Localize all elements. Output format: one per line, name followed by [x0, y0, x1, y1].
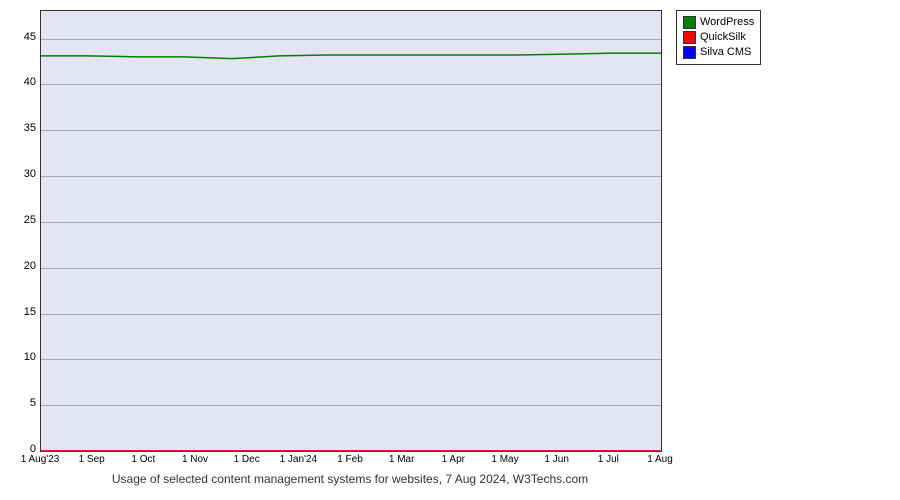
x-tick-label: 1 Apr: [442, 454, 465, 465]
y-tick-label: 5: [6, 397, 36, 409]
plot-area: [40, 10, 662, 452]
legend-swatch: [683, 16, 696, 29]
legend-item: QuickSilk: [683, 30, 754, 45]
chart-caption: Usage of selected content management sys…: [40, 472, 660, 486]
x-tick-label: 1 Feb: [337, 454, 363, 465]
legend-label: WordPress: [700, 15, 754, 30]
y-tick-label: 45: [6, 31, 36, 43]
y-tick-label: 20: [6, 260, 36, 272]
x-tick-label: 1 Sep: [79, 454, 105, 465]
y-tick-label: 35: [6, 122, 36, 134]
x-tick-label: 1 Dec: [234, 454, 260, 465]
x-tick-label: 1 Jun: [544, 454, 568, 465]
x-tick-label: 1 Nov: [182, 454, 208, 465]
legend-swatch: [683, 31, 696, 44]
legend-item: WordPress: [683, 15, 754, 30]
x-tick-label: 1 Aug: [647, 454, 673, 465]
y-tick-label: 15: [6, 306, 36, 318]
x-tick-label: 1 May: [491, 454, 518, 465]
legend-item: Silva CMS: [683, 45, 754, 60]
legend-label: Silva CMS: [700, 45, 751, 60]
chart-container: WordPressQuickSilkSilva CMS Usage of sel…: [0, 0, 900, 500]
legend-swatch: [683, 46, 696, 59]
legend: WordPressQuickSilkSilva CMS: [676, 10, 761, 65]
y-tick-label: 40: [6, 76, 36, 88]
series-line: [41, 53, 661, 59]
legend-label: QuickSilk: [700, 30, 746, 45]
y-tick-label: 30: [6, 168, 36, 180]
y-tick-label: 25: [6, 214, 36, 226]
y-tick-label: 10: [6, 351, 36, 363]
x-tick-label: 1 Oct: [131, 454, 155, 465]
x-tick-label: 1 Jul: [598, 454, 619, 465]
series-svg: [41, 11, 661, 451]
x-tick-label: 1 Mar: [389, 454, 415, 465]
x-tick-label: 1 Jan'24: [280, 454, 318, 465]
x-tick-label: 1 Aug'23: [21, 454, 60, 465]
